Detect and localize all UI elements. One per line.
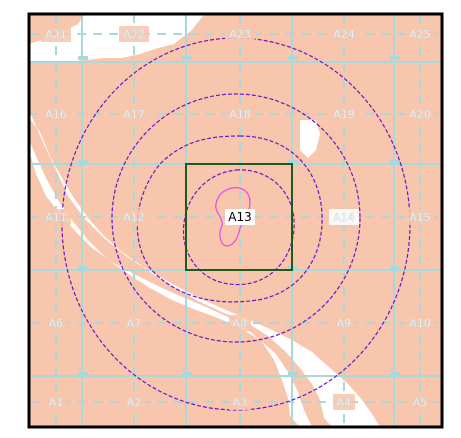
cell-label-a13[interactable]: A13 <box>228 210 251 224</box>
cell-label-a16[interactable]: A16 <box>45 108 67 121</box>
grid-center-lines <box>29 14 442 427</box>
cell-label-a7[interactable]: A7 <box>127 317 142 330</box>
selected-cell-box[interactable] <box>185 163 293 271</box>
cell-label-a20[interactable]: A20 <box>409 108 431 121</box>
water-region-north <box>29 14 205 62</box>
cell-label-bg <box>405 26 435 42</box>
contour-inner <box>182 169 295 286</box>
cell-label-a25[interactable]: A25 <box>409 28 431 41</box>
cell-label-bg <box>225 209 255 225</box>
cell-label-a3[interactable]: A3 <box>233 396 248 409</box>
cell-label-a18[interactable]: A18 <box>229 108 251 121</box>
cell-label-bg <box>41 209 71 225</box>
contour-middle <box>111 93 361 343</box>
cell-label-bg <box>329 106 359 122</box>
contour-core <box>215 187 251 247</box>
cell-label-bg <box>119 106 149 122</box>
cell-label-bg <box>405 106 435 122</box>
cell-label-bg <box>405 315 435 331</box>
cell-label-bg <box>123 315 145 331</box>
map-frame-border <box>27 12 444 429</box>
cell-label-bg <box>405 209 435 225</box>
cell-label-bg <box>119 26 149 42</box>
cell-label-a19[interactable]: A19 <box>333 108 355 121</box>
cell-label-bg <box>229 394 251 410</box>
cell-label-bg <box>329 26 359 42</box>
cell-label-a14[interactable]: A14 <box>333 211 355 224</box>
cell-label-a5[interactable]: A5 <box>413 396 428 409</box>
cell-label-a15[interactable]: A15 <box>409 211 431 224</box>
cell-label-a22[interactable]: A22 <box>123 28 145 41</box>
cell-label-bg <box>333 394 355 410</box>
cell-label-bg <box>123 394 145 410</box>
cell-label-a24[interactable]: A24 <box>333 28 355 41</box>
cell-label-bg <box>225 106 255 122</box>
cell-label-a8[interactable]: A8 <box>233 317 248 330</box>
cell-label-bg <box>329 209 359 225</box>
cell-label-a6[interactable]: A6 <box>49 317 64 330</box>
cell-label-bg <box>409 394 431 410</box>
cell-label-bg <box>41 26 71 42</box>
grid-tick-marks <box>78 56 400 376</box>
cell-label-a2[interactable]: A2 <box>127 396 142 409</box>
cell-label-a1[interactable]: A1 <box>49 396 64 409</box>
cell-label-bg <box>41 106 71 122</box>
water-region-east <box>300 120 320 158</box>
cell-label-a21[interactable]: A21 <box>45 28 67 41</box>
cell-label-bg <box>119 209 149 225</box>
cell-label-a17[interactable]: A17 <box>123 108 145 121</box>
cell-label-a10[interactable]: A10 <box>409 317 431 330</box>
contour-second <box>136 135 323 303</box>
cell-label-a9[interactable]: A9 <box>337 317 352 330</box>
cell-labels: A21 A22 A23 A24 A25 A16 A17 A18 A19 A20 A11 A12 A13 A… <box>41 26 435 410</box>
cell-label-a12[interactable]: A12 <box>123 211 145 224</box>
cell-label-bg <box>229 315 251 331</box>
cell-label-a11[interactable]: A11 <box>45 211 67 224</box>
cell-label-bg <box>225 26 255 42</box>
cell-label-bg <box>45 315 67 331</box>
cell-label-a4[interactable]: A4 <box>337 396 352 409</box>
cell-label-bg <box>333 315 355 331</box>
cell-label-bg <box>45 394 67 410</box>
cell-label-a23[interactable]: A23 <box>229 28 251 41</box>
